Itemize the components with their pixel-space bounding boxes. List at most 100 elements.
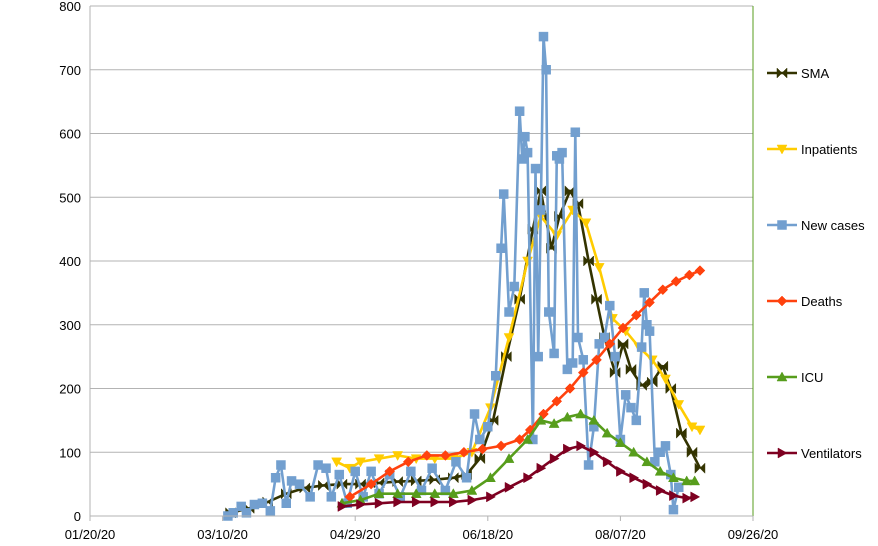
x-tick-label: 08/07/20 (595, 527, 646, 542)
y-tick-label: 400 (59, 254, 81, 269)
data-point (485, 472, 496, 482)
grid-lines (90, 5, 753, 453)
data-point (576, 440, 587, 452)
data-point (694, 425, 706, 436)
series-line (230, 189, 702, 515)
data-point (636, 342, 647, 352)
data-point (610, 351, 620, 362)
legend-label: New cases (801, 218, 865, 233)
x-tick-label: 06/18/20 (462, 527, 513, 542)
data-point (249, 499, 260, 510)
data-point (589, 446, 600, 458)
series-sma (225, 185, 706, 519)
data-point (660, 374, 671, 385)
data-point (241, 508, 252, 518)
series-new-cases (223, 31, 684, 521)
data-point (520, 131, 530, 142)
data-point (523, 472, 534, 484)
legend-label: Deaths (801, 294, 843, 309)
data-point (461, 473, 472, 483)
data-point (498, 189, 509, 199)
series-layer (223, 31, 706, 521)
data-point (654, 465, 666, 476)
data-point (365, 478, 377, 490)
data-point (535, 414, 547, 425)
axes (89, 6, 754, 517)
data-point (392, 451, 404, 461)
data-point (562, 364, 573, 375)
data-point (694, 462, 706, 474)
data-point (777, 220, 787, 230)
data-point (561, 411, 573, 422)
data-point (694, 265, 706, 276)
data-point (686, 422, 698, 433)
data-point (573, 332, 583, 343)
data-point (504, 307, 514, 317)
data-point (514, 106, 525, 116)
data-point (660, 441, 671, 451)
data-point (631, 415, 642, 426)
data-point (522, 433, 534, 444)
x-tick-label: 01/20/20 (65, 527, 116, 542)
data-point (620, 390, 631, 400)
series-ventilators (337, 440, 701, 512)
data-point (257, 498, 268, 508)
data-point (557, 147, 567, 158)
data-point (583, 255, 594, 267)
data-point (544, 307, 554, 317)
data-point (429, 488, 441, 498)
data-point (682, 492, 693, 504)
y-tick-label: 500 (59, 190, 81, 205)
data-point (551, 395, 563, 407)
data-point (402, 456, 414, 468)
data-point (670, 276, 682, 287)
data-point (447, 488, 459, 498)
data-point (458, 446, 470, 458)
legend-item: Ventilators (767, 446, 862, 461)
data-point (602, 456, 613, 468)
data-point (421, 450, 433, 461)
data-point (625, 363, 637, 375)
data-point (504, 481, 515, 493)
data-point (570, 127, 581, 137)
data-point (614, 437, 626, 447)
data-point (575, 408, 587, 419)
series-line (341, 412, 695, 505)
data-point (668, 504, 679, 515)
data-point (690, 491, 701, 503)
data-point (594, 339, 604, 349)
data-point (466, 484, 478, 495)
legend-item: Deaths (767, 294, 843, 309)
data-point (548, 418, 560, 428)
data-point (563, 443, 573, 455)
data-point (776, 144, 788, 155)
data-point (616, 465, 626, 477)
data-point (350, 466, 360, 477)
series-icu (336, 408, 701, 508)
data-point (567, 358, 578, 368)
data-point (440, 450, 451, 461)
data-point (630, 309, 642, 321)
x-tick-label: 03/10/20 (197, 527, 248, 542)
data-point (605, 300, 615, 311)
data-point (776, 371, 788, 382)
data-point (617, 338, 629, 350)
data-point (366, 466, 376, 477)
data-point (313, 460, 323, 470)
data-point (467, 494, 478, 506)
data-point (373, 488, 385, 498)
legend-label: SMA (801, 66, 830, 81)
data-point (373, 454, 385, 465)
data-point (514, 434, 525, 445)
data-point (617, 322, 629, 334)
y-tick-label: 700 (59, 63, 81, 78)
data-point (469, 409, 480, 419)
data-point (474, 453, 486, 465)
legend-label: Ventilators (801, 446, 862, 461)
y-tick-label: 800 (59, 0, 81, 14)
data-point (583, 460, 594, 470)
data-point (281, 498, 291, 508)
data-point (655, 485, 666, 496)
data-point (491, 371, 501, 381)
data-point (536, 205, 546, 215)
